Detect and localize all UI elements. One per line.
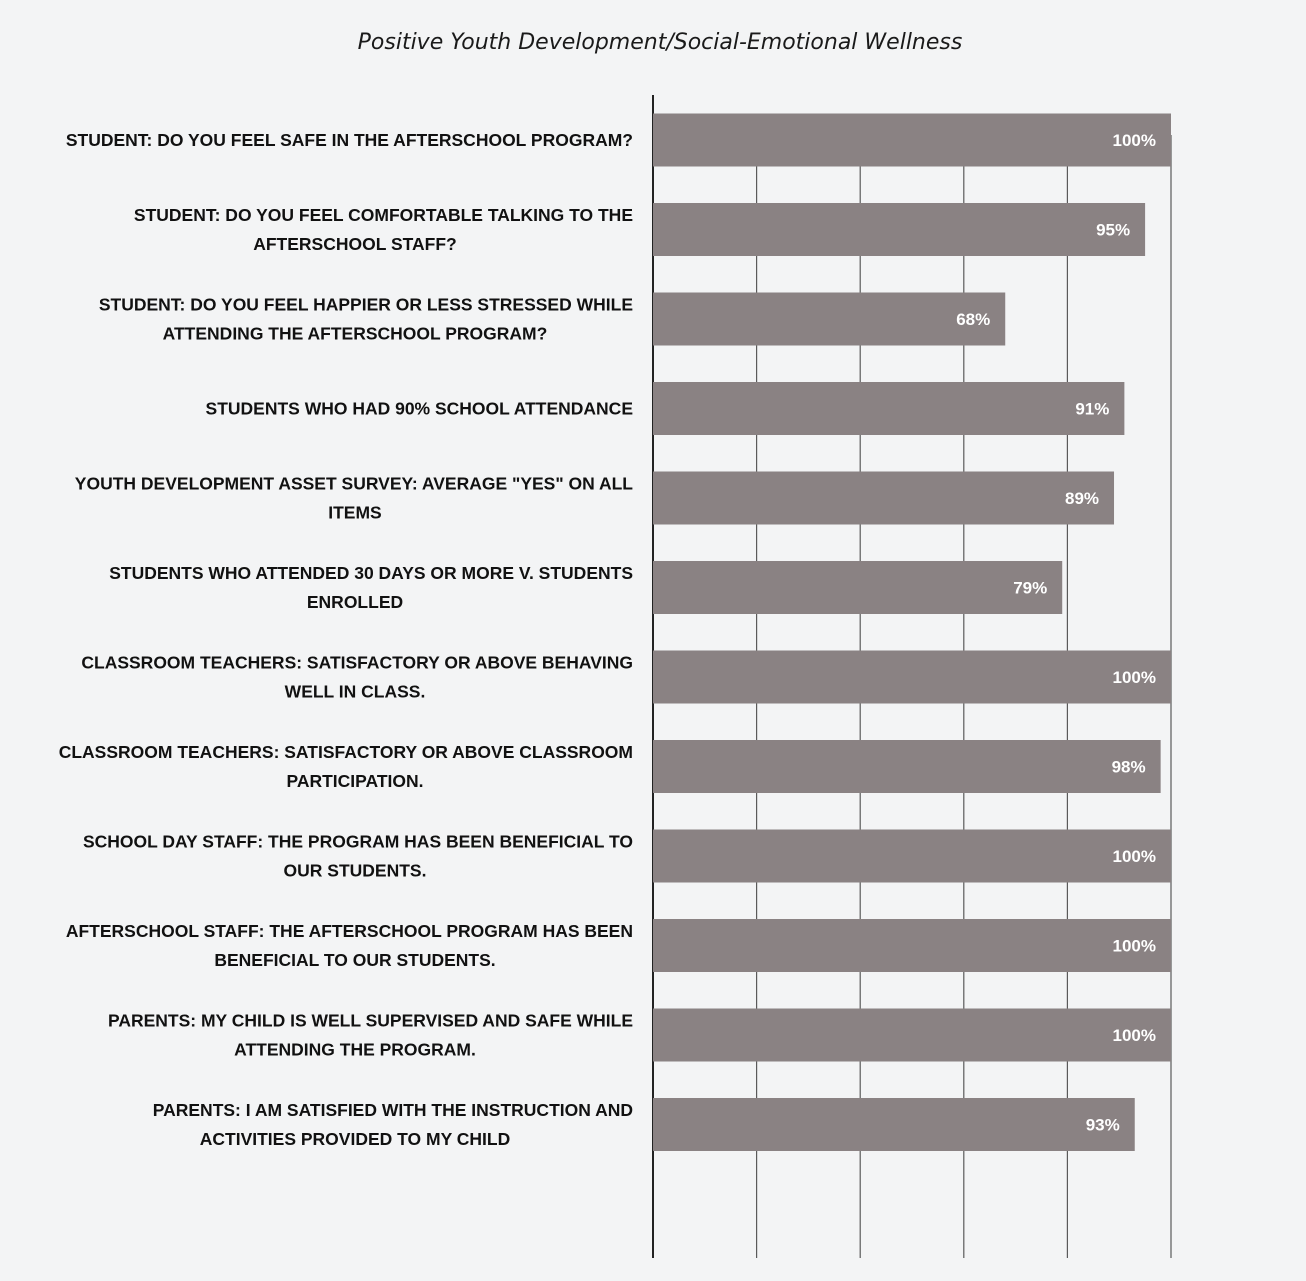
category-label: BENEFICIAL TO OUR STUDENTS. (214, 950, 495, 970)
data-label: 91% (1075, 400, 1109, 419)
category-label: STUDENT: DO YOU FEEL COMFORTABLE TALKING… (134, 205, 633, 225)
category-label: STUDENT: DO YOU FEEL HAPPIER OR LESS STR… (99, 295, 633, 315)
category-label: YOUTH DEVELOPMENT ASSET SURVEY: AVERAGE … (75, 474, 633, 494)
bar (653, 829, 1171, 883)
category-label: ACTIVITIES PROVIDED TO MY CHILD (200, 1129, 511, 1149)
category-label: CLASSROOM TEACHERS: SATISFACTORY OR ABOV… (81, 653, 633, 673)
data-label: 100% (1113, 937, 1156, 956)
data-label: 89% (1065, 489, 1099, 508)
bar (653, 561, 1063, 614)
data-label: 93% (1086, 1116, 1120, 1135)
category-label: OUR STUDENTS. (284, 861, 427, 881)
bar (653, 471, 1115, 525)
data-label: 68% (956, 310, 990, 329)
category-label: ATTENDING THE AFTERSCHOOL PROGRAM? (163, 324, 548, 344)
category-label: STUDENTS WHO ATTENDED 30 DAYS OR MORE V.… (109, 563, 633, 583)
category-label: PARTICIPATION. (286, 771, 423, 791)
category-label: ITEMS (328, 503, 381, 523)
category-label: CLASSROOM TEACHERS: SATISFACTORY OR ABOV… (59, 742, 633, 762)
data-label: 100% (1113, 847, 1156, 866)
category-label: STUDENT: DO YOU FEEL SAFE IN THE AFTERSC… (66, 130, 633, 150)
bar (653, 113, 1171, 167)
category-label: WELL IN CLASS. (285, 682, 426, 702)
data-label: 98% (1112, 758, 1146, 777)
data-label: 95% (1096, 221, 1130, 240)
category-label: SCHOOL DAY STAFF: THE PROGRAM HAS BEEN B… (83, 832, 633, 852)
category-label: AFTERSCHOOL STAFF: THE AFTERSCHOOL PROGR… (66, 921, 633, 941)
category-label: PARENTS: I AM SATISFIED WITH THE INSTRUC… (153, 1100, 633, 1120)
bars: 100% 95% 68% 91% 89% 79% 100% 98% 100% 100% 100% 93… (653, 113, 1171, 1151)
bar (653, 382, 1125, 435)
category-label: ENROLLED (307, 592, 403, 612)
bar (653, 740, 1161, 793)
data-label: 100% (1113, 131, 1156, 150)
bar (653, 292, 1006, 346)
category-label: PARENTS: MY CHILD IS WELL SUPERVISED AND… (108, 1011, 633, 1031)
chart-title: Positive Youth Development/Social-Emotio… (357, 30, 963, 55)
bar (653, 203, 1146, 256)
data-label: 100% (1113, 1026, 1156, 1045)
category-label: AFTERSCHOOL STAFF? (253, 234, 457, 254)
data-label: 79% (1013, 579, 1047, 598)
bar (653, 1008, 1171, 1062)
category-labels: STUDENT: DO YOU FEEL SAFE IN THE AFTERSC… (59, 130, 634, 1149)
bar (653, 919, 1171, 972)
bar (653, 650, 1171, 704)
category-label: STUDENTS WHO HAD 90% SCHOOL ATTENDANCE (206, 399, 633, 419)
bar (653, 1098, 1135, 1151)
category-label: ATTENDING THE PROGRAM. (234, 1040, 476, 1060)
data-label: 100% (1113, 668, 1156, 687)
